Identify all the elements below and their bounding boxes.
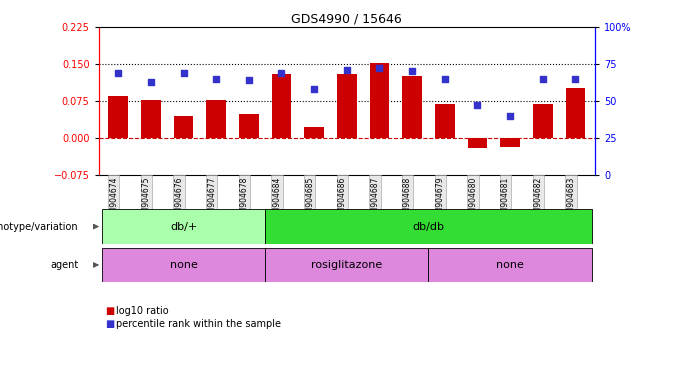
Bar: [305, 127, 324, 138]
Text: db/+: db/+: [170, 222, 197, 232]
Point: [341, 67, 352, 73]
Point: [178, 70, 189, 76]
Text: db/db: db/db: [413, 222, 445, 232]
Text: log10 ratio: log10 ratio: [116, 306, 168, 316]
Text: GSM904686: GSM904686: [338, 177, 347, 223]
Bar: [566, 88, 585, 138]
Point: [439, 76, 450, 82]
Text: GSM904687: GSM904687: [371, 177, 379, 223]
Text: GSM904680: GSM904680: [469, 177, 477, 223]
Text: GSM904681: GSM904681: [501, 177, 510, 223]
Bar: [337, 74, 356, 138]
Text: none: none: [496, 260, 524, 270]
Point: [505, 113, 515, 119]
Text: percentile rank within the sample: percentile rank within the sample: [116, 319, 281, 329]
Text: GSM904679: GSM904679: [436, 177, 445, 223]
Bar: [141, 100, 160, 138]
Title: GDS4990 / 15646: GDS4990 / 15646: [292, 13, 402, 26]
Bar: [108, 96, 128, 138]
Text: GSM904678: GSM904678: [240, 177, 249, 223]
Point: [472, 102, 483, 108]
Bar: [370, 63, 389, 138]
Text: GSM904688: GSM904688: [403, 177, 412, 223]
Point: [211, 76, 222, 82]
Point: [309, 86, 320, 92]
Bar: [206, 100, 226, 138]
Text: GSM904683: GSM904683: [566, 177, 575, 223]
Bar: [173, 116, 193, 138]
Point: [243, 77, 254, 83]
Point: [537, 76, 548, 82]
Text: rosiglitazone: rosiglitazone: [311, 260, 382, 270]
Point: [570, 76, 581, 82]
Point: [276, 70, 287, 76]
Bar: [468, 138, 488, 147]
Bar: [533, 104, 553, 138]
Bar: [265, 248, 428, 282]
Point: [113, 70, 124, 76]
Bar: [272, 74, 291, 138]
Text: GSM904684: GSM904684: [273, 177, 282, 223]
Text: ■: ■: [105, 319, 115, 329]
Text: ■: ■: [105, 306, 115, 316]
Bar: [500, 138, 520, 147]
Text: genotype/variation: genotype/variation: [0, 222, 78, 232]
Bar: [265, 209, 592, 244]
Text: GSM904674: GSM904674: [109, 177, 118, 223]
Text: agent: agent: [50, 260, 78, 270]
Bar: [239, 114, 258, 138]
Text: GSM904675: GSM904675: [142, 177, 151, 223]
Bar: [435, 104, 454, 138]
Bar: [102, 248, 265, 282]
Bar: [428, 248, 592, 282]
Text: GSM904677: GSM904677: [207, 177, 216, 223]
Bar: [102, 209, 265, 244]
Point: [146, 78, 156, 84]
Point: [407, 68, 418, 74]
Text: none: none: [169, 260, 197, 270]
Text: GSM904685: GSM904685: [305, 177, 314, 223]
Point: [374, 65, 385, 71]
Bar: [403, 76, 422, 138]
Text: GSM904682: GSM904682: [534, 177, 543, 223]
Text: GSM904676: GSM904676: [175, 177, 184, 223]
